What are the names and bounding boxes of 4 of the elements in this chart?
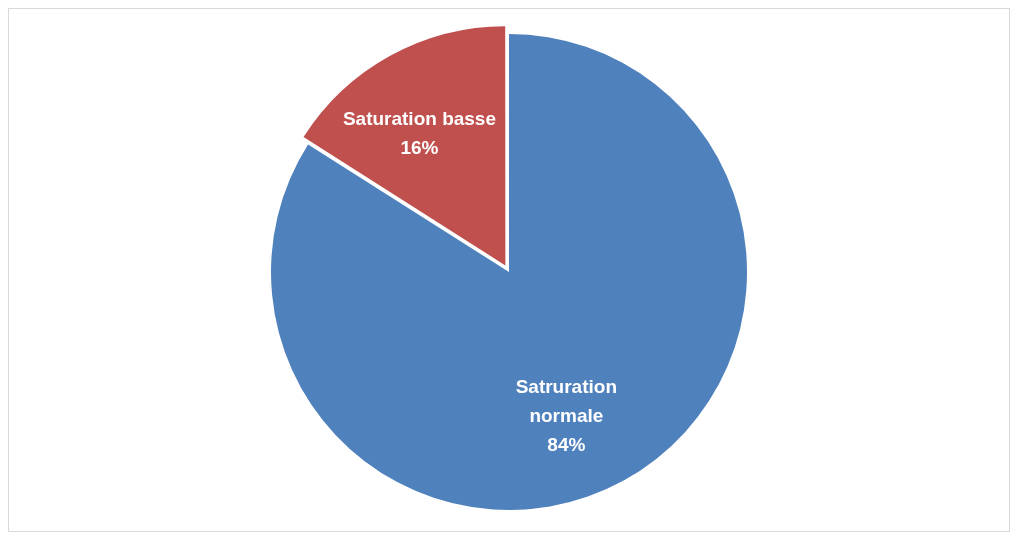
slice-label: Satruration normale <box>515 375 618 426</box>
data-label: 84% <box>547 433 586 455</box>
slice-label: Saturation basse <box>342 108 496 130</box>
data-label: 16% <box>400 137 439 159</box>
